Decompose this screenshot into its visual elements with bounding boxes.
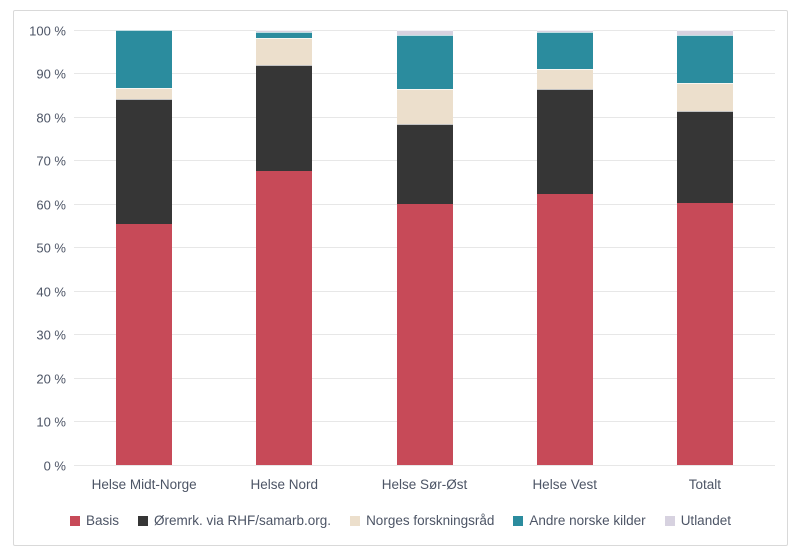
x-axis-labels: Helse Midt-Norge Helse Nord Helse Sør-Øst H… [74,477,775,492]
segment-utlandet-totalt [676,30,733,35]
chart-frame: 0 % 10 % 20 % 30 % 40 % 50 % 60 % 70 % 80 % 90 % 1… [13,10,788,546]
gridline-0 [74,464,775,466]
y-tick-label-30: 30 % [36,327,66,343]
y-tick-label-40: 40 % [36,284,66,299]
segment-remrk-via-rhf-samarb-org-totalt [676,110,733,203]
y-tick-label-50: 50 % [36,240,66,256]
segment-andre-norske-kilder-helse-vest [536,32,593,70]
segment-utlandet-helse-s-r-st [396,30,453,36]
y-tick-label-70: 70 % [36,153,66,169]
x-label-totalt: Totalt [688,477,722,492]
segment-utlandet-helse-nord [256,30,313,32]
segment-remrk-via-rhf-samarb-org-helse-nord [256,64,313,171]
legend-label-andre-norske-kilder: Andre norske kilder [529,513,646,528]
bar-helse-vest [536,30,593,465]
bar-helse-midt-norge [116,30,173,465]
legend-item-utlandet: Utlandet [664,513,731,528]
bar-cell-totalt [635,30,775,465]
bars-container [74,30,775,465]
bar-helse-nord [256,30,313,465]
y-tick-label-60: 60 % [36,197,66,212]
segment-basis-helse-vest [536,194,593,465]
segment-basis-helse-nord [256,170,313,465]
x-label-helse-vest: Helse Vest [532,477,597,492]
segment-norges-forskningsr-d-helse-midt-norge [116,87,173,100]
segment-remrk-via-rhf-samarb-org-helse-midt-norge [116,99,173,224]
legend-item-basis: Basis [70,513,119,528]
legend-label-utlandet: Utlandet [680,513,731,528]
gridline-100 [74,29,775,31]
y-tick-label-10: 10 % [36,414,66,430]
segment-norges-forskningsr-d-helse-vest [536,69,593,90]
legend-swatch-icon-basis [70,515,81,526]
segment-andre-norske-kilder-helse-s-r-st [396,35,453,90]
legend-item-remrk-via-rhf-samarb-org: Øremrk. via RHF/samarb.org. [138,513,331,528]
bar-cell-helse-s-r-st [354,30,494,465]
legend-label-basis: Basis [86,513,120,528]
segment-basis-helse-s-r-st [396,204,453,465]
segment-andre-norske-kilder-totalt [676,34,733,83]
legend-swatch-icon-remrk-via-rhf-samarb-org [138,515,149,526]
legend-swatch-icon-norges-forskningsr-d [350,515,361,526]
y-tick-label-80: 80 % [36,110,66,125]
x-label-helse-midt-norge: Helse Midt-Norge [91,477,197,492]
segment-andre-norske-kilder-helse-midt-norge [116,30,173,88]
legend-swatch-icon-andre-norske-kilder [513,515,524,526]
segment-basis-helse-midt-norge [116,223,173,465]
plot-area: 0 % 10 % 20 % 30 % 40 % 50 % 60 % 70 % 80 % 90 % 1… [29,23,775,473]
bar-helse-s-r-st [396,30,453,465]
legend-swatch-icon-utlandet [664,515,675,526]
segment-utlandet-helse-vest [536,30,593,33]
bar-cell-helse-nord [214,30,354,465]
bar-cell-helse-midt-norge [74,30,214,465]
x-label-helse-nord: Helse Nord [250,477,319,492]
y-tick-label-20: 20 % [36,371,66,386]
segment-norges-forskningsr-d-totalt [676,82,733,111]
bar-totalt [676,30,733,465]
y-tick-label-100: 100 % [29,23,66,38]
segment-norges-forskningsr-d-helse-s-r-st [396,89,453,125]
legend-label-remrk-via-rhf-samarb-org: Øremrk. via RHF/samarb.org. [154,513,332,528]
y-tick-label-0: 0 % [43,458,66,473]
legend-label-norges-forskningsr-d: Norges forskningsråd [366,513,495,528]
legend: Basis Øremrk. via RHF/samarb.org. Norges f… [14,513,787,528]
bar-cell-helse-vest [495,30,635,465]
segment-remrk-via-rhf-samarb-org-helse-s-r-st [396,124,453,204]
segment-remrk-via-rhf-samarb-org-helse-vest [536,89,593,195]
segment-basis-totalt [676,202,733,465]
x-label-helse-s-r-st: Helse Sør-Øst [381,477,468,492]
segment-andre-norske-kilder-helse-nord [256,31,313,39]
legend-item-andre-norske-kilder: Andre norske kilder [513,513,646,528]
segment-norges-forskningsr-d-helse-nord [256,38,313,65]
legend-item-norges-forskningsr-d: Norges forskningsråd [350,513,494,528]
y-tick-label-90: 90 % [36,66,66,82]
